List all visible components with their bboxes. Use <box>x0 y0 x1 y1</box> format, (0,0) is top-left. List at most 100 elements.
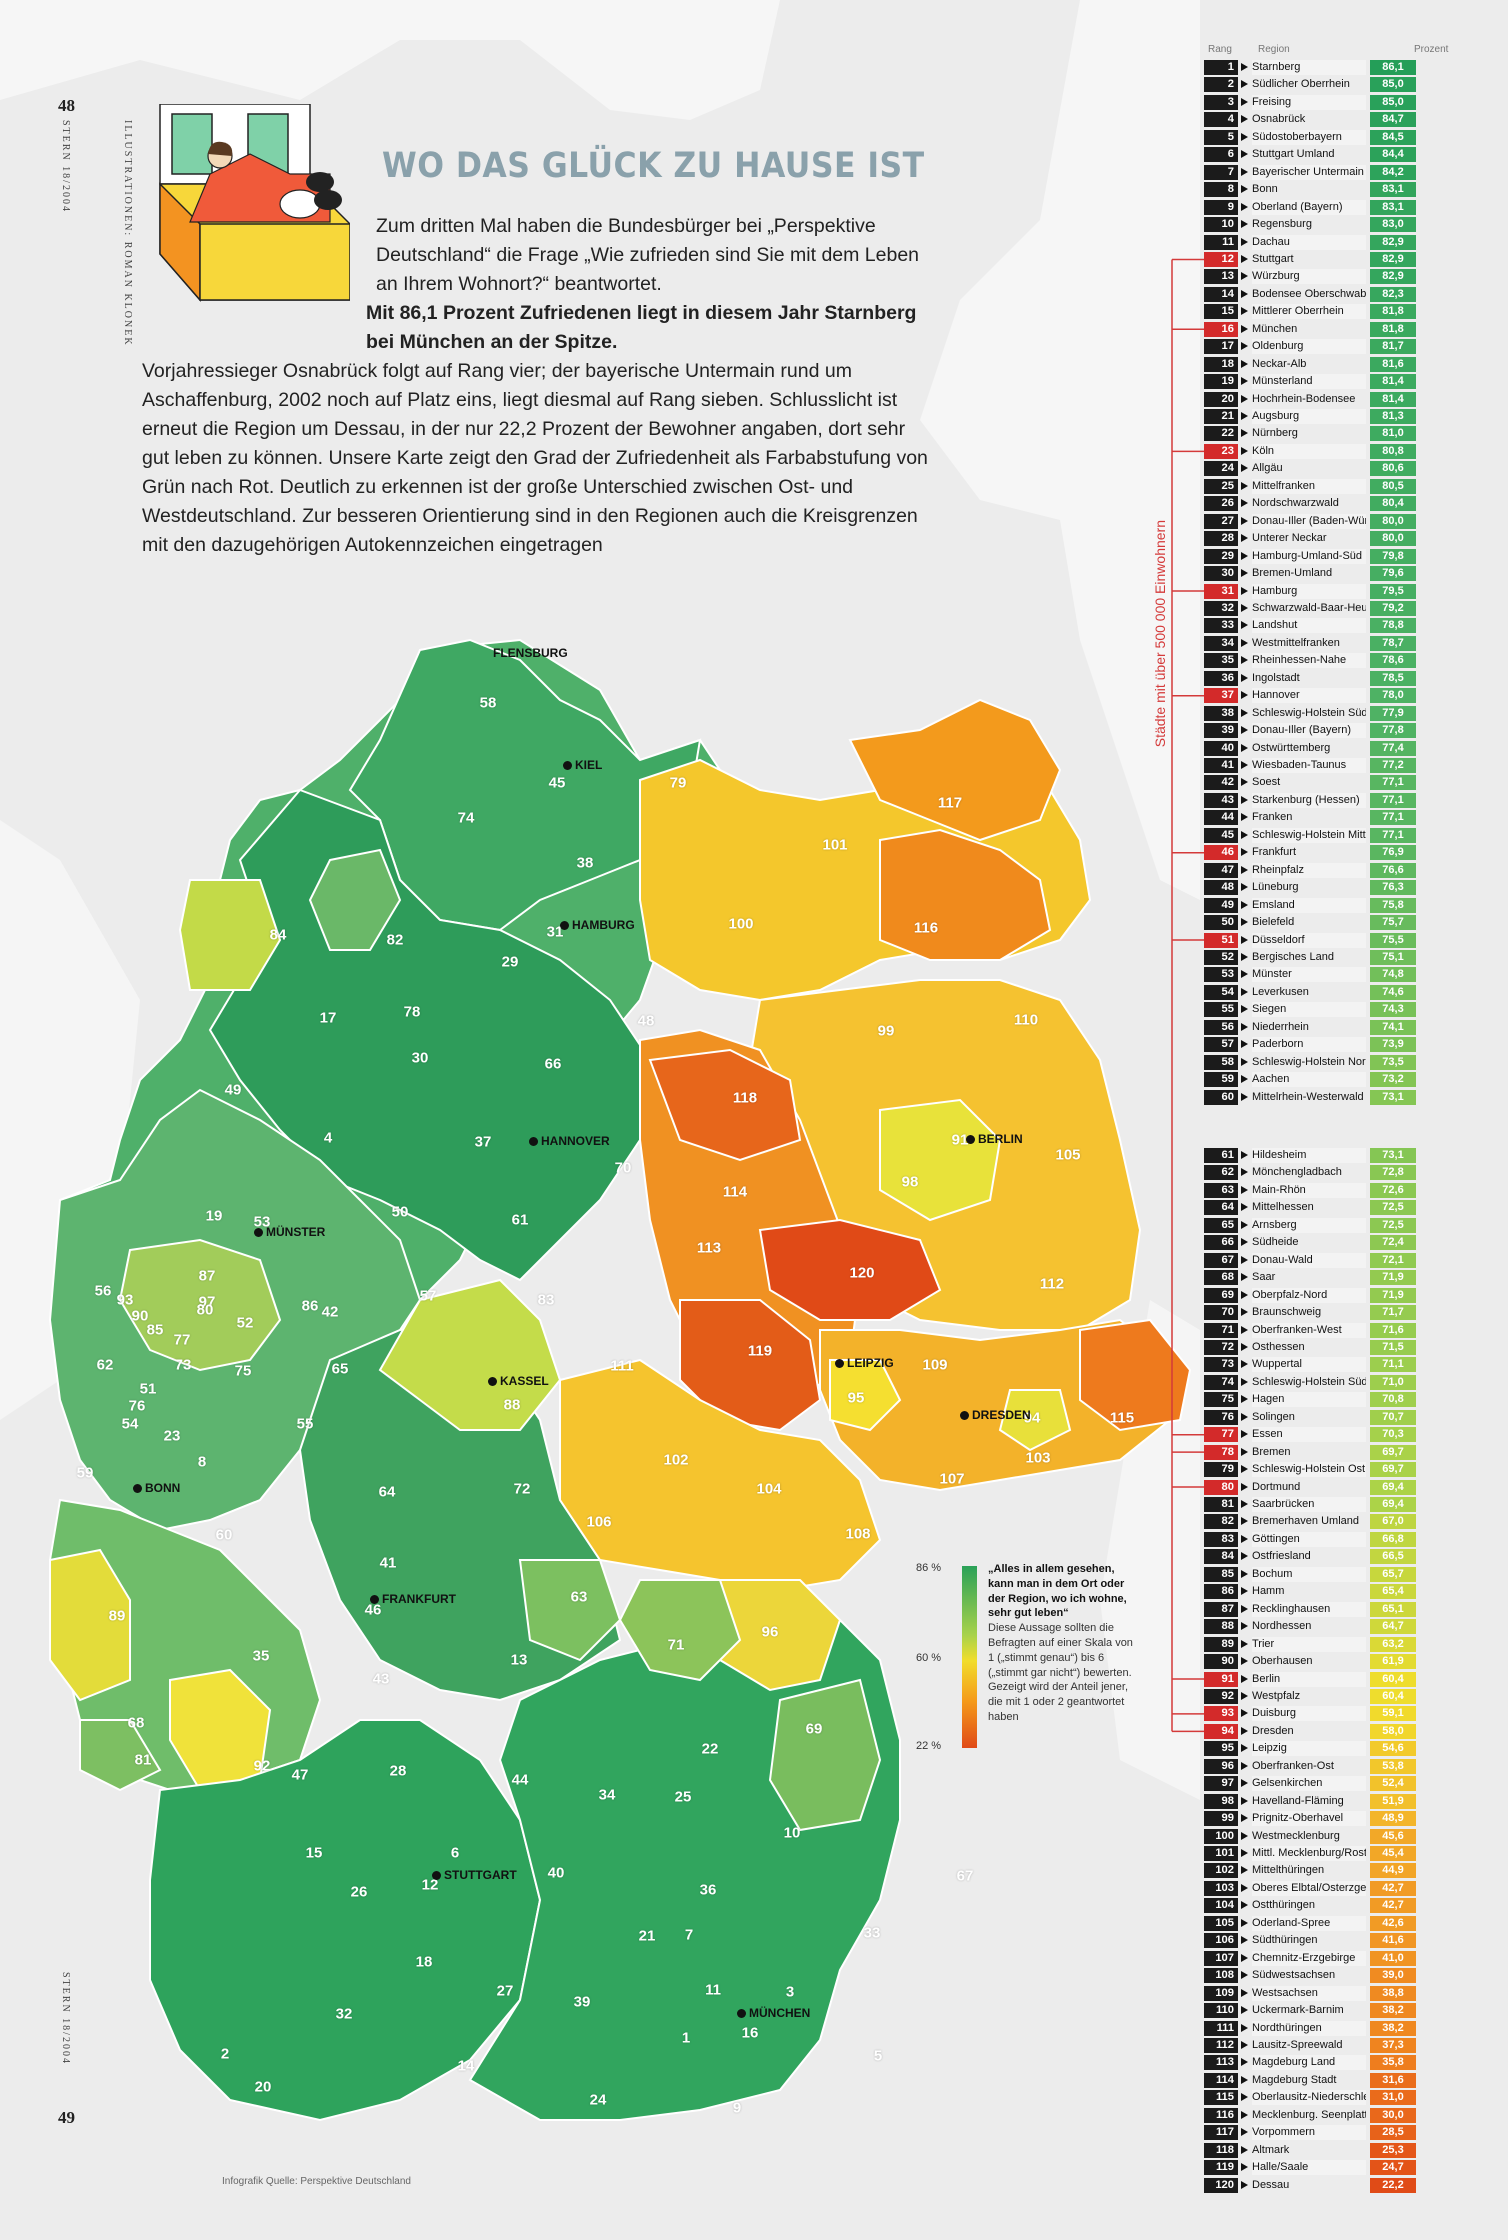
ranking-region-name: Donau-Iller (Bayern) <box>1252 723 1366 739</box>
ranking-rank: 104 <box>1204 1898 1238 1914</box>
region-number: 115 <box>1109 1409 1135 1427</box>
ranking-arrow-icon <box>1241 1814 1248 1823</box>
ranking-arrow-icon <box>1241 359 1248 368</box>
ranking-row: 79 Schleswig-Holstein Ost 69,7 <box>1204 1462 1416 1478</box>
ranking-rank: 8 <box>1204 182 1238 198</box>
ranking-rank: 1 <box>1204 60 1238 75</box>
ranking-row: 99 Prignitz-Oberhavel 48,9 <box>1204 1811 1416 1827</box>
ranking-arrow-icon <box>1241 603 1248 612</box>
illustration-happy-person-in-box <box>159 104 350 303</box>
ranking-percent: 81,0 <box>1370 426 1416 442</box>
region-number: 23 <box>163 1427 181 1445</box>
region-number: 29 <box>501 953 519 971</box>
ranking-percent: 38,8 <box>1370 1985 1416 2001</box>
region-number: 91 <box>951 1131 969 1149</box>
ranking-region-name: Südwestsachsen <box>1252 1969 1336 1982</box>
ranking-region-name: Hochrhein-Bodensee <box>1252 392 1356 405</box>
ranking-percent: 71,9 <box>1370 1270 1416 1286</box>
ranking-arrow-icon <box>1241 342 1248 351</box>
region-number: 56 <box>94 1282 112 1300</box>
ranking-percent: 53,8 <box>1370 1758 1416 1774</box>
ranking-percent: 80,4 <box>1370 496 1416 512</box>
ranking-percent: 80,5 <box>1370 478 1416 494</box>
ranking-rank: 115 <box>1204 2090 1238 2106</box>
region-number: 41 <box>379 1554 397 1572</box>
ranking-arrow-icon <box>1241 202 1248 211</box>
region-number: 79 <box>669 774 687 792</box>
ranking-rank: 22 <box>1204 426 1238 442</box>
ranking-percent: 77,9 <box>1370 705 1416 721</box>
ranking-rank: 96 <box>1204 1758 1238 1774</box>
ranking-percent: 70,8 <box>1370 1392 1416 1408</box>
ranking-rank: 58 <box>1204 1054 1238 1070</box>
region-number: 109 <box>922 1356 948 1374</box>
ranking-region-name: Chemnitz-Erzgebirge <box>1252 1950 1366 1966</box>
ranking-rank: 25 <box>1204 478 1238 494</box>
ranking-rank: 41 <box>1204 758 1238 773</box>
ranking-percent: 74,1 <box>1370 1019 1416 1035</box>
ranking-percent: 81,4 <box>1370 391 1416 407</box>
ranking-arrow-icon <box>1241 1447 1248 1456</box>
ranking-region-name: Donau-Wald <box>1252 1252 1366 1268</box>
ranking-region-name: Augsburg <box>1252 409 1366 424</box>
ranking-rank: 59 <box>1204 1072 1238 1088</box>
region-number: 55 <box>296 1415 314 1433</box>
ranking-arrow-icon <box>1241 761 1248 769</box>
city-dot-icon <box>737 2009 746 2018</box>
ranking-rank: 67 <box>1204 1252 1238 1268</box>
ranking-rank: 21 <box>1204 409 1238 424</box>
ranking-arrow-icon <box>1241 2145 1248 2154</box>
ranking-arrow-icon <box>1241 80 1248 89</box>
ranking-percent: 69,4 <box>1370 1479 1416 1495</box>
region-number: 34 <box>598 1786 616 1804</box>
map-region-altmark <box>648 1048 802 1162</box>
ranking-region-name: Braunschweig <box>1252 1306 1322 1319</box>
ranking-percent: 75,7 <box>1370 915 1416 931</box>
ranking-percent: 64,7 <box>1370 1619 1416 1635</box>
ranking-region-name: Freising <box>1252 94 1366 110</box>
ranking-region-name: Magdeburg Land <box>1252 2055 1366 2071</box>
ranking-arrow-icon <box>1241 1517 1248 1526</box>
ranking-row: 67 Donau-Wald 72,1 <box>1204 1252 1416 1268</box>
ranking-row: 59 Aachen 73,2 <box>1204 1072 1416 1088</box>
map-region-halle <box>679 1299 822 1432</box>
ranking-percent: 79,8 <box>1370 548 1416 564</box>
ranking-row: 63 Main-Rhön 72,6 <box>1204 1182 1416 1198</box>
map-region-nrw-ruhr <box>118 1238 282 1372</box>
ranking-percent: 54,6 <box>1370 1741 1416 1757</box>
ranking-arrow-icon <box>1241 115 1248 124</box>
ranking-region-name: Hamburg <box>1252 583 1366 599</box>
ranking-row: 13 Würzburg 82,9 <box>1204 269 1416 285</box>
ranking-arrow-icon <box>1241 848 1248 857</box>
ranking-arrow-icon <box>1241 1308 1248 1317</box>
ranking-rank: 40 <box>1204 740 1238 756</box>
ranking-row: 70 Braunschweig 71,7 <box>1204 1305 1416 1321</box>
legend-note: Diese Aussage sollten die Befragten auf … <box>988 1622 1133 1723</box>
ranking-region-name: Frankfurt <box>1252 846 1297 859</box>
region-number: 10 <box>783 1824 801 1842</box>
region-number: 100 <box>728 915 754 933</box>
region-number: 95 <box>847 1389 865 1407</box>
ranking-row: 44 Franken 77,1 <box>1204 810 1416 826</box>
ranking-row: 24 Allgäu 80,6 <box>1204 461 1416 477</box>
ranking-row: 102 Mittelthüringen 44,9 <box>1204 1863 1416 1879</box>
ranking-percent: 78,0 <box>1370 688 1416 704</box>
ranking-arrow-icon <box>1241 1674 1248 1683</box>
ranking-rank: 43 <box>1204 792 1238 808</box>
ranking-row: 60 Mittelrhein-Westerwald 73,1 <box>1204 1089 1416 1105</box>
ranking-region-name: Mittelhessen <box>1252 1201 1314 1214</box>
ranking-arrow-icon <box>1241 1639 1248 1648</box>
ranking-percent: 71,5 <box>1370 1339 1416 1355</box>
city-dot-icon <box>960 1411 969 1420</box>
ranking-region-name: Starnberg <box>1252 60 1366 75</box>
region-number: 2 <box>220 2045 230 2063</box>
ranking-rank: 64 <box>1204 1200 1238 1216</box>
ranking-rank: 103 <box>1204 1880 1238 1896</box>
legend-question: „Alles in allem gesehen, kann man in dem… <box>988 1563 1127 1620</box>
map-region-seenplatte <box>879 828 1052 961</box>
ranking-region-name: Hamburg-Umland-Süd <box>1252 548 1366 564</box>
ranking-percent: 37,3 <box>1370 2037 1416 2053</box>
region-number: 45 <box>548 774 566 792</box>
region-number: 118 <box>732 1089 758 1107</box>
ranking-arrow-icon <box>1241 2006 1248 2015</box>
